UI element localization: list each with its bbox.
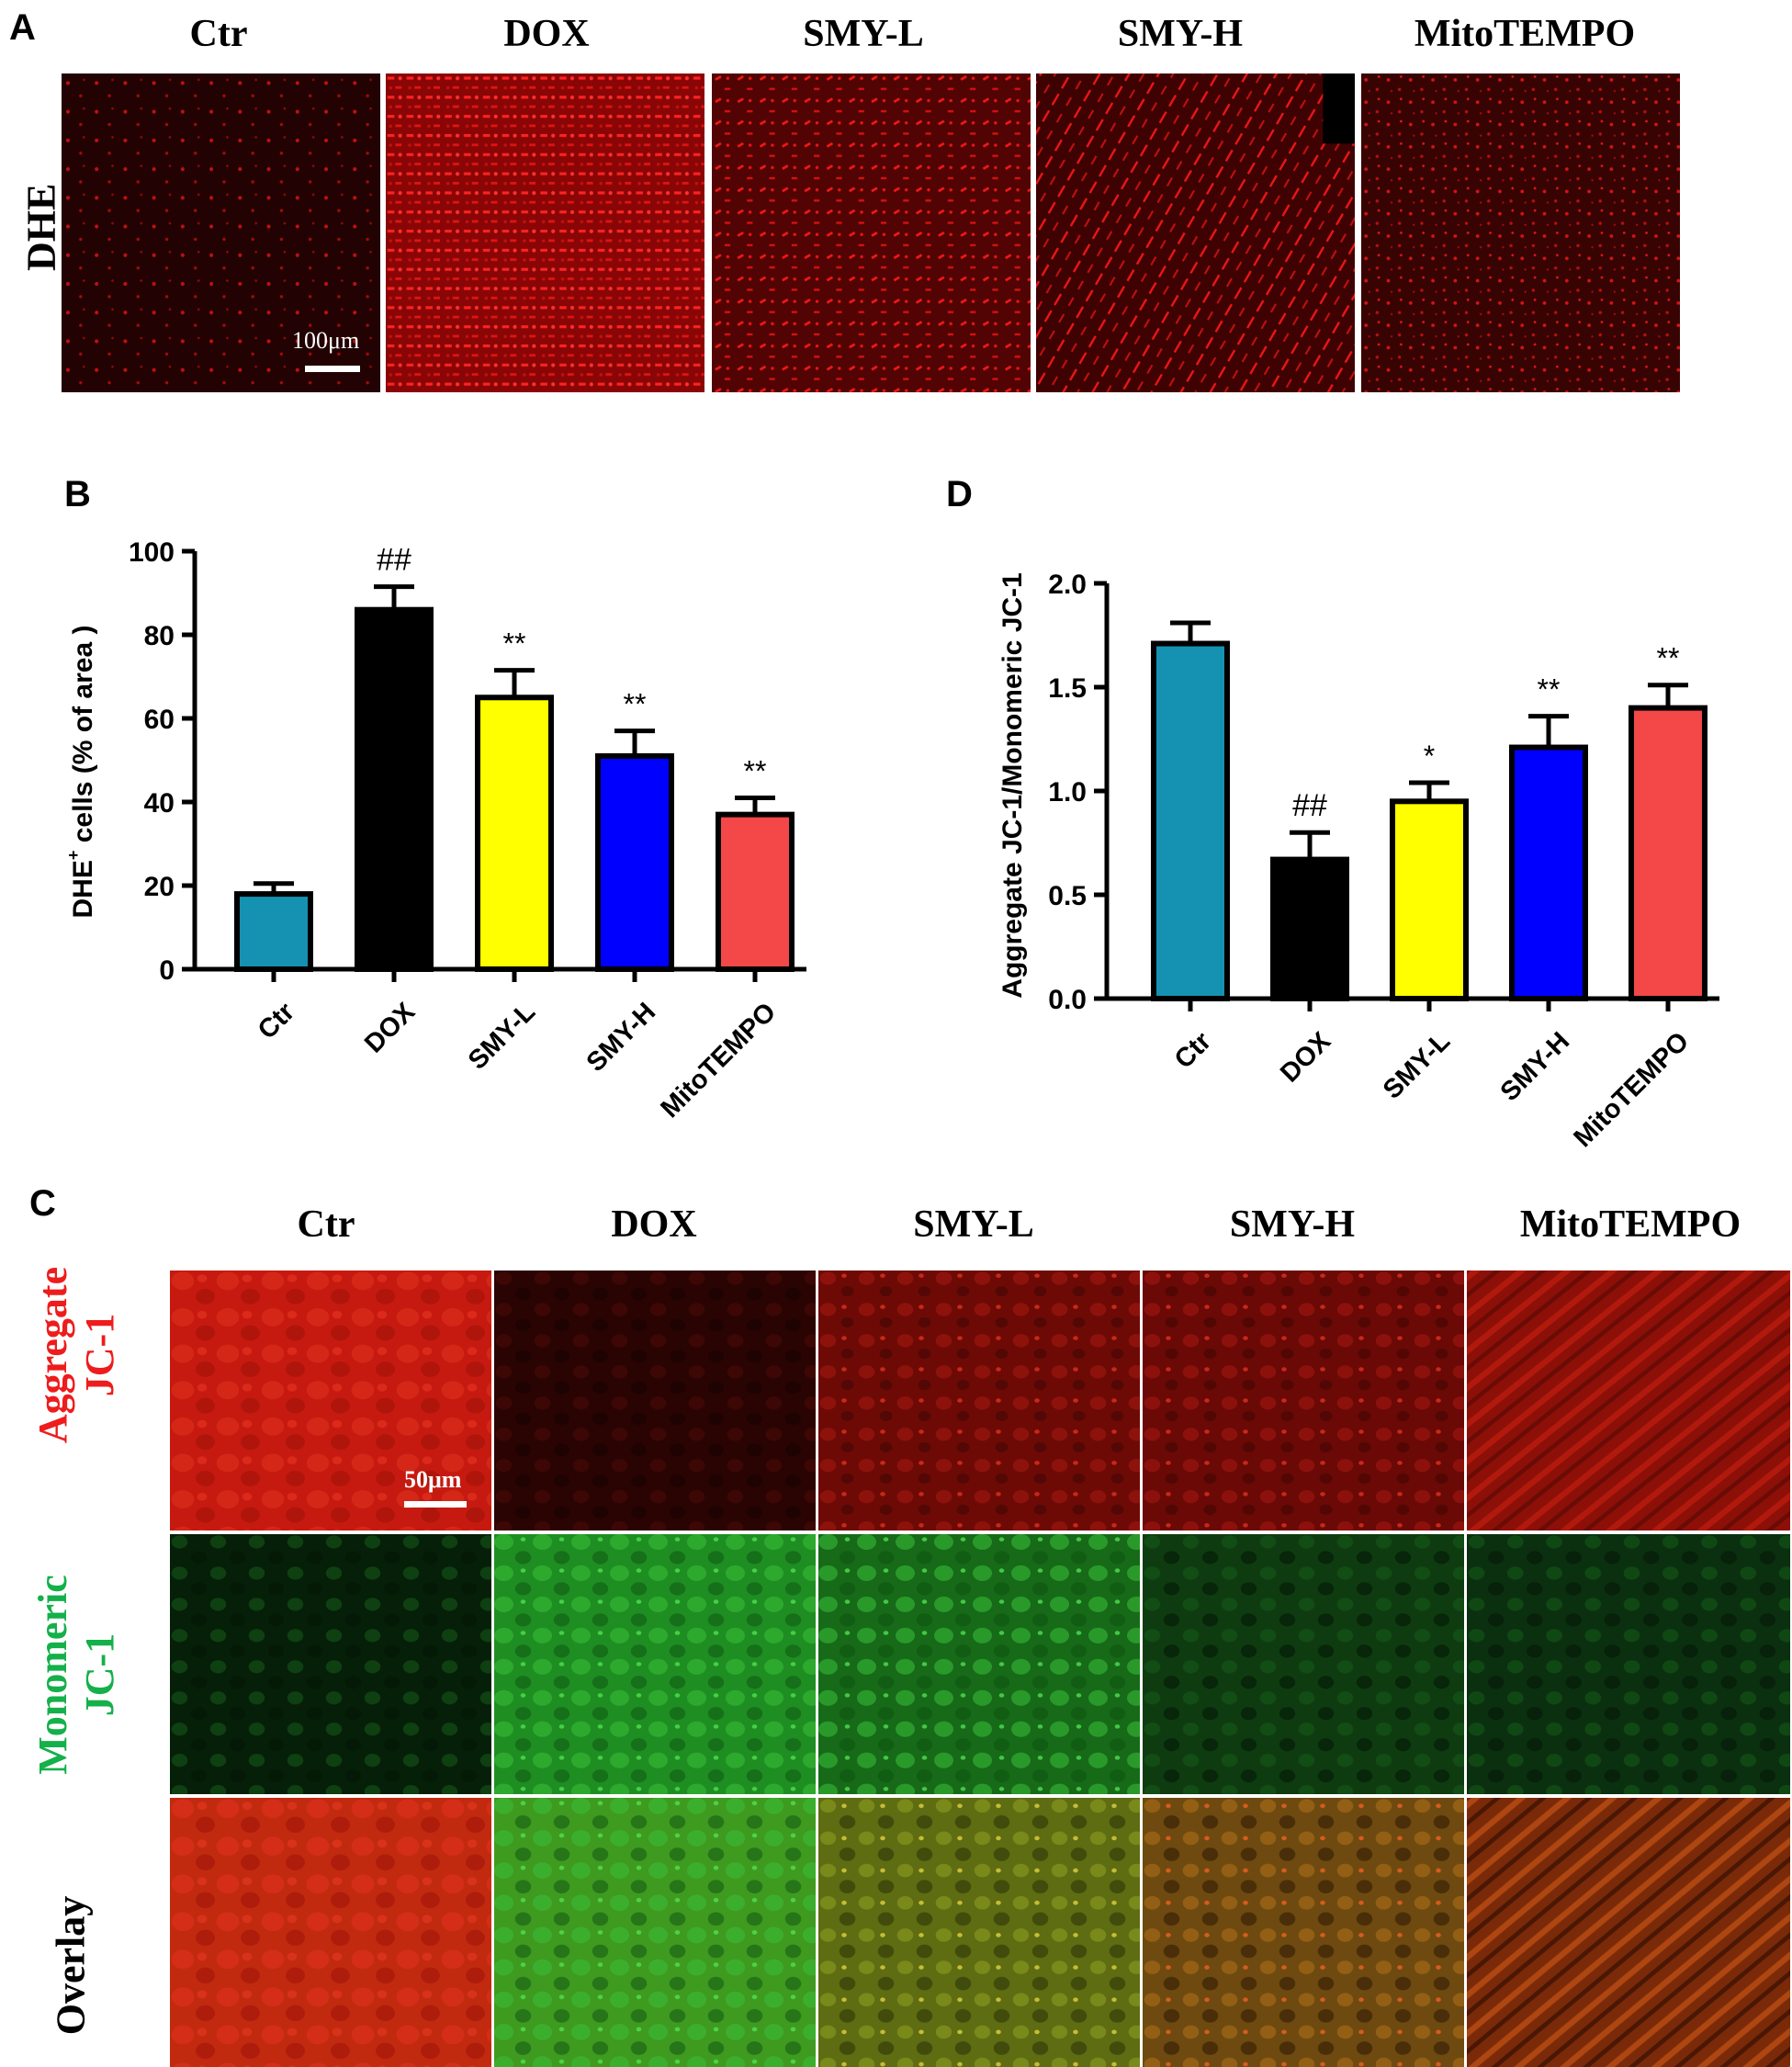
chart-b-ytick-label: 20 bbox=[144, 872, 175, 902]
chart-d-xtick-label-mitotempo: MitoTEMPO bbox=[1568, 1026, 1695, 1148]
panel-c-col-label-mitotempo: MitoTEMPO bbox=[1519, 1203, 1741, 1246]
chart-b-xtick-label-smy-h: SMY-H bbox=[581, 997, 662, 1078]
panel-c-col-label-ctr: Ctr bbox=[297, 1203, 355, 1246]
chart-d-ytick-label: 1.0 bbox=[1048, 777, 1087, 808]
panel-c-row-label-overlay: Overlay bbox=[48, 1895, 94, 2036]
aggregate-image-ctr bbox=[170, 1271, 491, 1530]
dhe-image-dox bbox=[386, 73, 704, 392]
monomeric-image-mitotempo bbox=[1467, 1534, 1790, 1794]
chart-b-xtick-label-smy-l: SMY-L bbox=[463, 997, 541, 1075]
chart-b-ytick-label: 0 bbox=[159, 955, 175, 986]
chart-b-ytick-label: 100 bbox=[129, 537, 175, 568]
aggregate-image-dox bbox=[494, 1271, 816, 1530]
chart-d-bar-mitotempo bbox=[1629, 705, 1707, 1001]
chart-d-bar-smy-h bbox=[1509, 744, 1588, 1001]
chart-b-annotation-mitotempo: ** bbox=[744, 754, 767, 787]
overlay-image-smy-h bbox=[1143, 1798, 1464, 2067]
jc1-scale-bar-label: 50μm bbox=[404, 1466, 462, 1493]
aggregate-image-smy-l bbox=[818, 1271, 1140, 1530]
chart-b-bar-smy-h bbox=[595, 752, 674, 973]
panel-c-row-label-aggregate: Aggregate JC-1 bbox=[30, 1266, 122, 1444]
panel-a-col-label-smy-h: SMY-H bbox=[1117, 13, 1244, 55]
chart-d-annotation-smy-h: ** bbox=[1538, 673, 1561, 706]
panel-letter-a: A bbox=[9, 7, 36, 48]
chart-d-annotation-mitotempo: ** bbox=[1657, 642, 1680, 675]
chart-b-annotation-smy-l: ** bbox=[503, 627, 526, 661]
panel-a-col-label-dox: DOX bbox=[503, 13, 590, 55]
chart-d-xtick-label-ctr: Ctr bbox=[1169, 1026, 1217, 1074]
chart-b: DHE+ cells (% of area ) 0 20 40 60 80 100 Ctr #… bbox=[64, 537, 806, 1124]
dhe-image-ctr bbox=[62, 73, 380, 392]
overlay-image-smy-l bbox=[818, 1798, 1140, 2067]
chart-b-annotation-dox: ## bbox=[377, 543, 411, 578]
chart-d-annotation-smy-l: * bbox=[1424, 740, 1435, 773]
chart-d-annotation-dox: ## bbox=[1292, 788, 1327, 823]
chart-b-bar-mitotempo bbox=[716, 811, 795, 973]
panel-a-col-label-mitotempo: MitoTEMPO bbox=[1414, 13, 1636, 55]
panel-letter-d: D bbox=[946, 474, 973, 514]
chart-b-bar-dox bbox=[355, 606, 434, 972]
monomeric-image-smy-h bbox=[1143, 1534, 1464, 1794]
chart-b-bar-ctr bbox=[234, 891, 313, 972]
chart-b-xtick-label-ctr: Ctr bbox=[253, 997, 300, 1045]
dhe-scale-bar-label: 100μm bbox=[292, 327, 360, 354]
panel-letter-b: B bbox=[64, 474, 91, 514]
chart-d-ytick-label: 0.5 bbox=[1048, 881, 1087, 911]
chart-d-ytick-label: 1.5 bbox=[1048, 673, 1087, 704]
chart-d-bar-ctr bbox=[1151, 640, 1230, 1001]
chart-d-bar-dox bbox=[1270, 856, 1349, 1002]
overlay-image-dox bbox=[494, 1798, 816, 2067]
chart-b-ylabel: DHE+ cells (% of area ) bbox=[64, 626, 98, 919]
chart-b-xtick-label-dox: DOX bbox=[359, 997, 422, 1059]
dhe-image-smy-h bbox=[1036, 73, 1355, 392]
panel-c-col-label-smy-h: SMY-H bbox=[1229, 1203, 1356, 1246]
aggregate-image-smy-h bbox=[1143, 1271, 1464, 1530]
monomeric-image-smy-l bbox=[818, 1534, 1140, 1794]
panel-c-col-label-smy-l: SMY-L bbox=[913, 1203, 1034, 1246]
chart-b-ytick-label: 40 bbox=[144, 788, 175, 819]
chart-d-ylabel: Aggregate JC-1/Monomeric JC-1 bbox=[997, 572, 1028, 998]
panel-a-col-label-smy-l: SMY-L bbox=[803, 13, 924, 55]
chart-d: Aggregate JC-1/Monomeric JC-1 0.0 0.5 1.0 1… bbox=[997, 570, 1719, 1148]
panel-c-row-label-monomeric: Monomeric JC-1 bbox=[30, 1575, 122, 1775]
chart-b-bar-smy-l bbox=[475, 695, 554, 972]
chart-d-ytick-label: 2.0 bbox=[1048, 570, 1087, 600]
panel-a-col-label-ctr: Ctr bbox=[189, 13, 248, 55]
panel-c-col-label-dox: DOX bbox=[611, 1203, 697, 1246]
overlay-image-ctr bbox=[170, 1798, 491, 2067]
chart-b-ytick-label: 80 bbox=[144, 621, 175, 651]
aggregate-image-mitotempo bbox=[1467, 1271, 1790, 1530]
chart-d-xtick-label-dox: DOX bbox=[1275, 1026, 1337, 1089]
monomeric-image-dox bbox=[494, 1534, 816, 1794]
dhe-image-smy-l bbox=[712, 73, 1031, 392]
chart-b-ytick-label: 60 bbox=[144, 705, 175, 735]
chart-d-xtick-label-smy-l: SMY-L bbox=[1378, 1026, 1456, 1104]
jc1-scale-bar bbox=[404, 1501, 467, 1508]
monomeric-image-ctr bbox=[170, 1534, 491, 1794]
dhe-image-mitotempo bbox=[1361, 73, 1680, 392]
dhe-scale-bar bbox=[305, 366, 360, 372]
chart-d-bar-smy-l bbox=[1390, 798, 1469, 1001]
chart-d-ytick-label: 0.0 bbox=[1048, 985, 1087, 1015]
chart-b-xtick-label-mitotempo: MitoTEMPO bbox=[655, 997, 782, 1124]
panel-letter-c: C bbox=[29, 1183, 56, 1224]
chart-d-xtick-label-smy-h: SMY-H bbox=[1495, 1026, 1576, 1107]
chart-b-annotation-smy-h: ** bbox=[624, 688, 647, 721]
overlay-image-mitotempo bbox=[1467, 1798, 1790, 2067]
